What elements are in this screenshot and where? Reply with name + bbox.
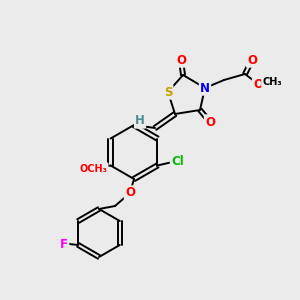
Text: OCH₃: OCH₃ [80,164,108,173]
Text: O: O [125,187,135,200]
Text: H: H [135,115,145,128]
Text: O: O [176,53,186,67]
Text: S: S [164,85,172,98]
Text: N: N [200,82,210,94]
Text: CH₃: CH₃ [262,77,282,87]
Text: O: O [247,53,257,67]
Text: Cl: Cl [171,155,184,168]
Text: O: O [205,116,215,128]
Text: F: F [60,238,68,250]
Text: O: O [253,77,263,91]
